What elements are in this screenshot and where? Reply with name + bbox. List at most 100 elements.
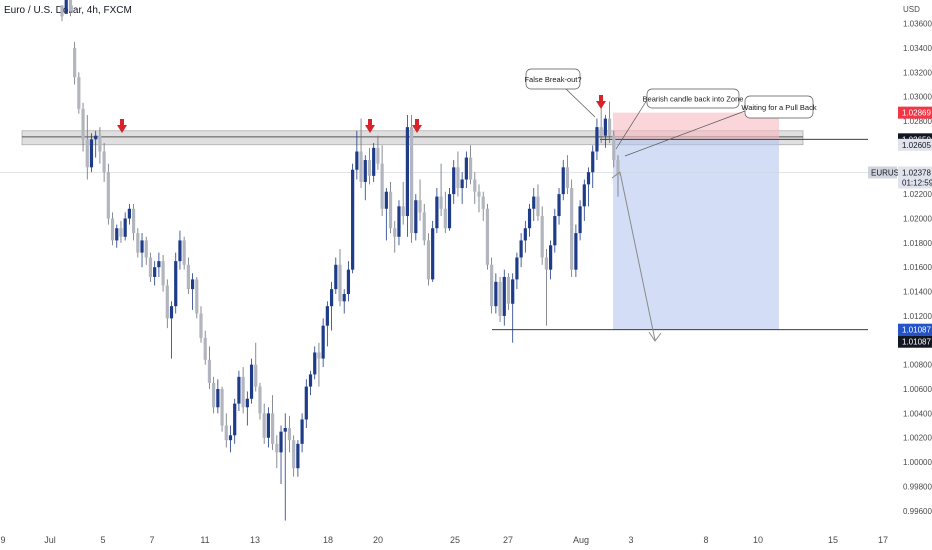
arrow-shaft: [120, 119, 124, 126]
candle-body: [212, 382, 216, 408]
candle-body: [481, 196, 485, 209]
callout-waiting-pullback: Waiting for a Pull Back: [624, 95, 817, 157]
target-price-label-text: 1.01087: [902, 326, 931, 335]
callout-waiting-pullback-pointer: [624, 110, 746, 157]
candle-body: [68, 0, 73, 12]
candle-body: [439, 196, 443, 209]
candle: [161, 255, 165, 292]
candle: [207, 346, 212, 390]
candle-body: [464, 157, 468, 180]
candle-body: [376, 147, 380, 164]
candle-body: [456, 167, 460, 189]
last-price-text: 1.02378: [902, 168, 931, 177]
candle: [452, 160, 456, 204]
candle: [329, 281, 334, 331]
y-tick-label: 1.03400: [903, 44, 932, 53]
candle: [367, 147, 372, 185]
candle-body: [477, 191, 481, 197]
candle-body: [553, 216, 557, 246]
candle: [317, 342, 321, 387]
candle-body: [582, 184, 586, 207]
candle: [477, 184, 481, 213]
candle-body: [94, 135, 98, 140]
candle-body: [418, 200, 422, 213]
candle: [123, 212, 127, 241]
candle-body: [110, 218, 115, 241]
symbol-badge: [868, 166, 897, 179]
candle: [439, 163, 443, 217]
callout-false-breakout-text: False Break-out?: [524, 75, 581, 84]
candle: [603, 114, 607, 148]
candle: [308, 370, 313, 396]
candle: [557, 188, 561, 225]
candle: [140, 233, 144, 268]
candle-body: [182, 240, 186, 265]
symbol-text: EURUSD: [871, 168, 905, 177]
candle-body: [233, 403, 237, 436]
candle: [325, 301, 329, 347]
candle-body: [254, 364, 258, 387]
candle: [414, 194, 418, 241]
candle-body: [414, 200, 418, 234]
candle: [283, 413, 287, 521]
candle-body: [338, 264, 342, 302]
y-tick-label: 1.01400: [903, 288, 932, 297]
candle-body: [426, 240, 431, 280]
candle-body: [443, 208, 447, 229]
candle: [532, 188, 536, 221]
candle-body: [77, 77, 81, 109]
y-tick-label: 1.00800: [903, 361, 932, 370]
candle-body: [207, 359, 212, 383]
x-tick-label: 20: [373, 535, 383, 545]
candle-body: [165, 285, 169, 319]
candle-body: [603, 118, 607, 136]
candle-body: [296, 443, 300, 469]
candle: [586, 167, 591, 207]
candle: [127, 203, 131, 225]
y-tick-label: 1.02800: [903, 117, 932, 126]
candle-body: [570, 188, 574, 270]
candle: [81, 102, 85, 152]
candle: [549, 240, 553, 280]
candle-body: [325, 306, 329, 326]
candle: [426, 233, 431, 286]
candle: [85, 114, 89, 180]
candle: [245, 391, 249, 426]
red-arrow-icon: [117, 119, 127, 133]
candle: [565, 155, 570, 195]
candle: [254, 342, 258, 392]
candle-body: [468, 157, 473, 180]
x-tick-label: 5: [100, 535, 105, 545]
candle: [494, 273, 498, 314]
candle: [262, 403, 266, 444]
candle-body: [195, 279, 199, 314]
annotation-layer: False Break-out? Bearish candle back into…: [117, 68, 817, 342]
candle: [296, 440, 300, 477]
zone-layer: [0, 112, 868, 331]
red-arrow-icon: [412, 119, 422, 133]
y-tick-label: 1.01800: [903, 239, 932, 248]
candle-body: [422, 212, 426, 241]
candle-body: [275, 443, 279, 453]
candle: [376, 135, 380, 170]
x-tick-label: 7: [149, 535, 154, 545]
candle: [346, 261, 351, 302]
candle-body: [431, 228, 435, 280]
candle-body: [532, 196, 536, 209]
candle-body: [258, 386, 262, 414]
candle: [216, 379, 220, 414]
y-tick-label: 1.01600: [903, 263, 932, 272]
x-tick-label: 10: [753, 535, 763, 545]
candle: [536, 184, 540, 221]
callout-false-breakout-pointer: [565, 88, 596, 118]
arrow-head: [412, 125, 422, 133]
callout-waiting-pullback-text: Waiting for a Pull Back: [741, 103, 816, 112]
candle-body: [346, 269, 351, 295]
candle-body: [73, 47, 77, 78]
candle: [233, 398, 237, 444]
target-dark-label-bg: [898, 335, 932, 348]
candle: [355, 130, 359, 180]
y-axis-unit: USD: [903, 5, 920, 14]
candle: [607, 101, 612, 143]
